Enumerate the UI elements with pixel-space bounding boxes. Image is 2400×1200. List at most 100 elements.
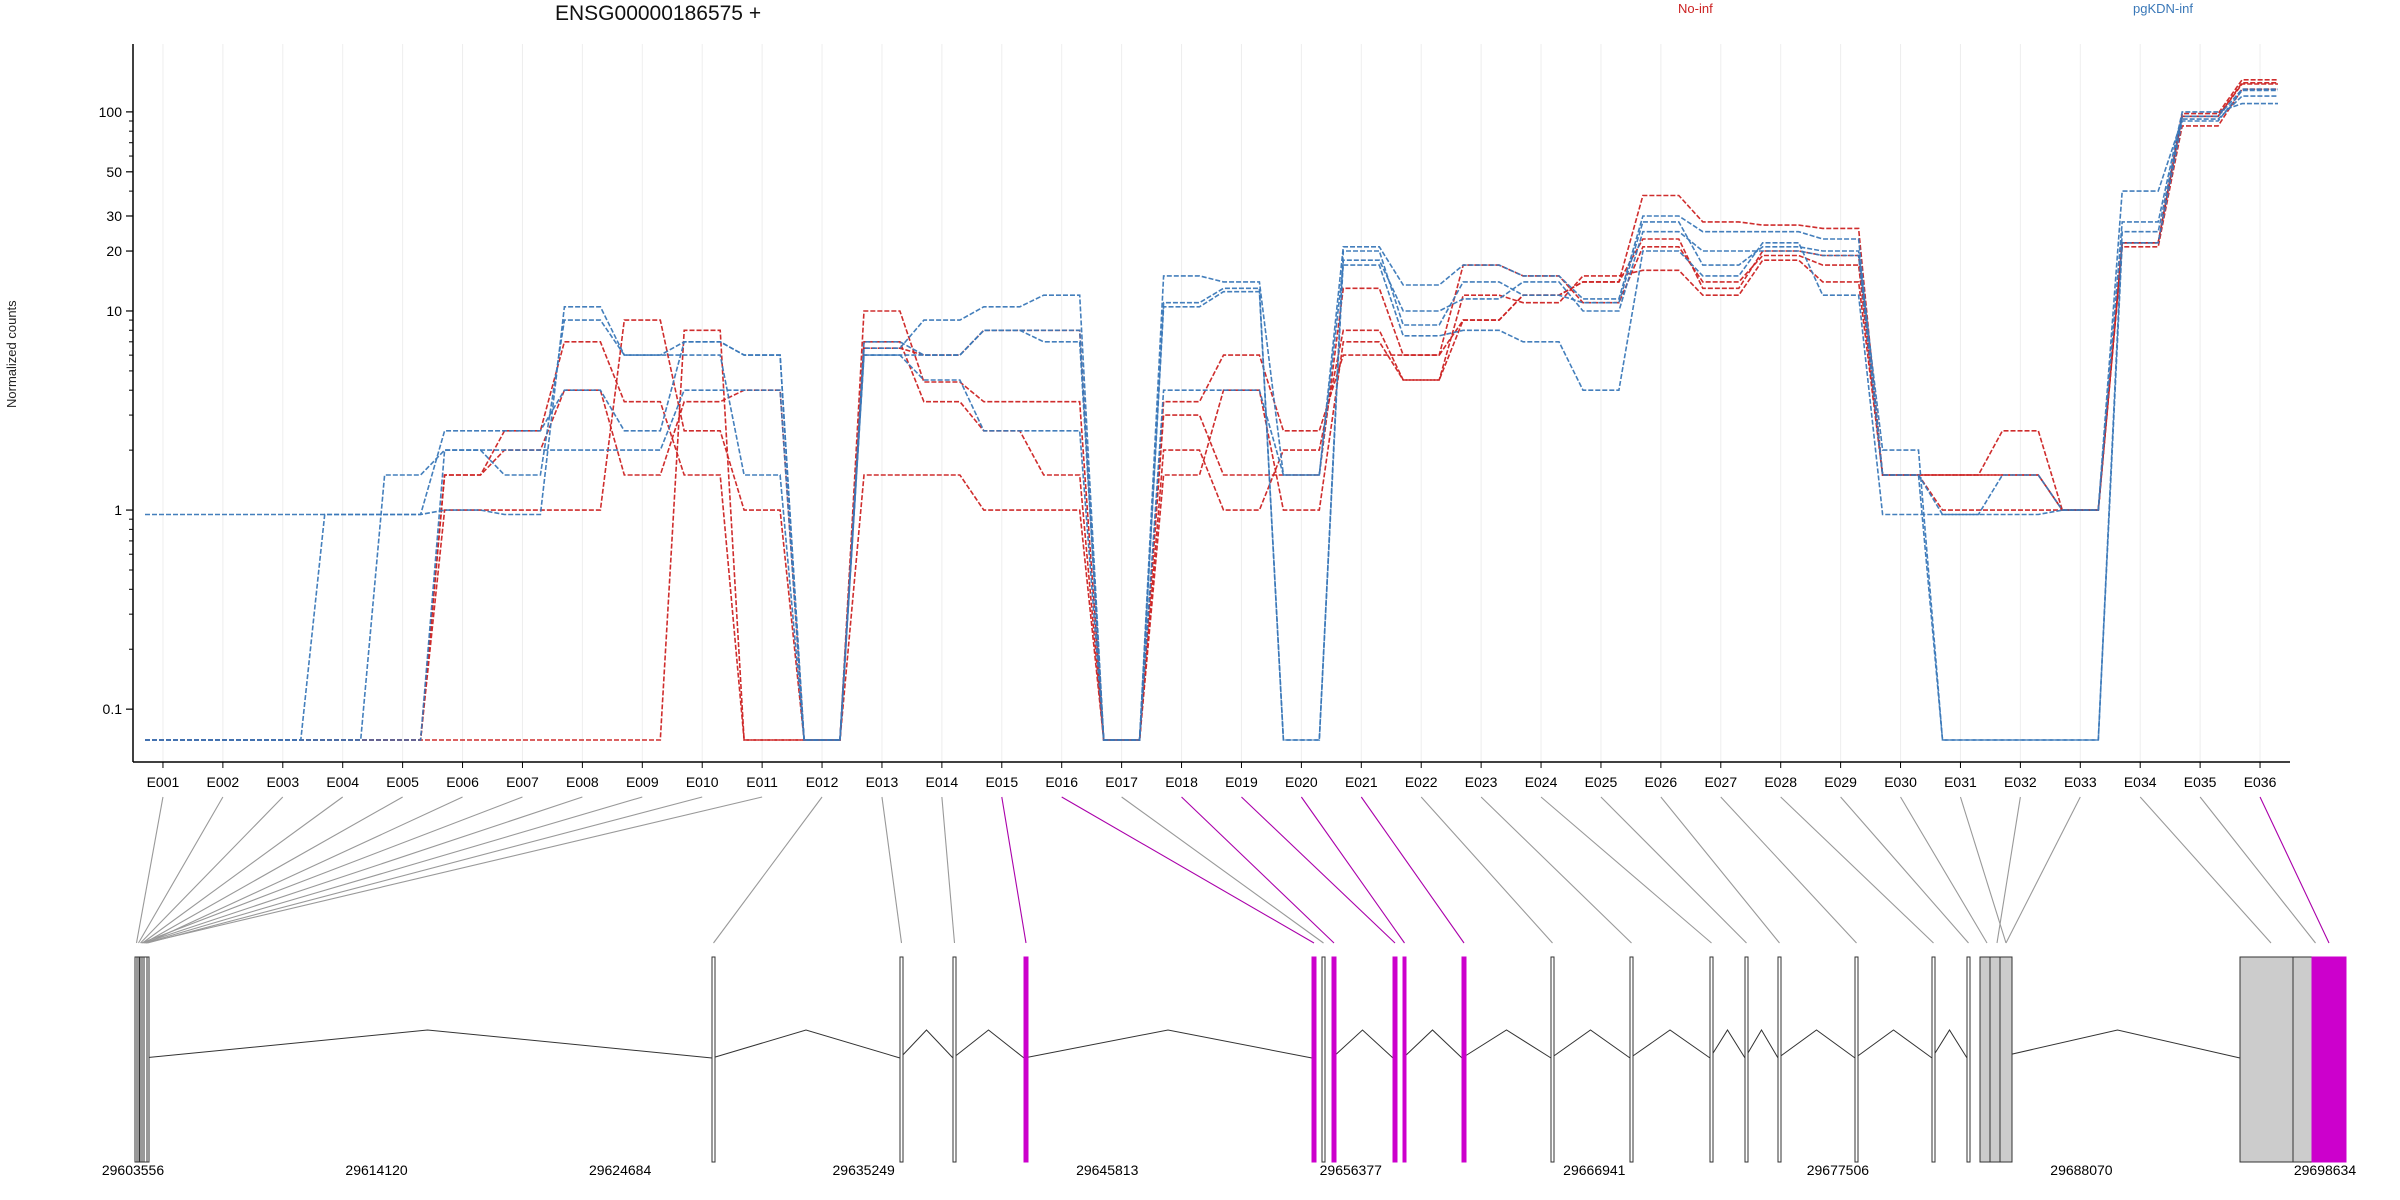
genomic-coordinate-label: 29624684 (589, 1162, 652, 1178)
x-tick-label-e008: E008 (566, 774, 599, 790)
x-tick-label-e034: E034 (2124, 774, 2157, 790)
x-tick-label-e022: E022 (1405, 774, 1438, 790)
x-tick-label-e011: E011 (746, 774, 778, 790)
exon-box-e020 (1402, 956, 1407, 1163)
series-layer (145, 79, 2278, 741)
genomic-coordinate-label: 29645813 (1076, 1162, 1139, 1178)
intron-line (1709, 1029, 1746, 1059)
intron-line (1550, 1029, 1631, 1059)
connector-e029 (1840, 796, 1969, 944)
x-tick-label-e032: E032 (2004, 774, 2037, 790)
exon-connector-layer (135, 796, 2330, 944)
x-tick-label-e031: E031 (1944, 774, 1977, 790)
intron-line (142, 1029, 713, 1059)
connector-e011 (145, 796, 763, 944)
legend-entry-pgkdn-inf: pgKDN-inf (2133, 1, 2193, 16)
connector-e023 (1480, 796, 1632, 944)
y-axis-label: Normalized counts (4, 300, 19, 408)
connector-e030 (1900, 796, 1988, 944)
exon-box-e014 (952, 956, 957, 1163)
y-tick-label: 10 (106, 303, 122, 319)
connector-e017 (1121, 796, 1324, 944)
connector-e009 (145, 796, 643, 944)
x-tick-label-e004: E004 (326, 774, 359, 790)
connector-e034 (2139, 796, 2272, 944)
legend-entry-no-inf: No-inf (1678, 1, 1713, 16)
x-tick-label-e014: E014 (926, 774, 959, 790)
intron-line (899, 1029, 954, 1059)
exon-box-e029 (1966, 956, 1971, 1163)
y-tick-label: 20 (106, 243, 122, 259)
intron-line (1777, 1029, 1856, 1059)
intron-line (711, 1029, 901, 1059)
genomic-coordinate-label: 29666941 (1563, 1162, 1626, 1178)
connector-e014 (941, 796, 956, 944)
intron-line (952, 1029, 1025, 1059)
x-tick-label-e016: E016 (1045, 774, 1078, 790)
y-tick-label: 30 (106, 208, 122, 224)
connector-e025 (1600, 796, 1747, 944)
connector-e004 (142, 796, 344, 944)
connector-e021 (1360, 796, 1465, 944)
x-tick-label-e018: E018 (1165, 774, 1198, 790)
intron-line (1744, 1029, 1779, 1059)
x-tick-label-e029: E029 (1824, 774, 1857, 790)
connector-e022 (1420, 796, 1553, 944)
x-tick-label-e027: E027 (1704, 774, 1737, 790)
series-line-pgkdn-inf-7 (145, 89, 2278, 741)
connector-e007 (141, 796, 523, 944)
connector-e001 (135, 796, 164, 944)
exon-box-e024 (1709, 956, 1714, 1163)
x-tick-label-e035: E035 (2184, 774, 2217, 790)
series-line-no-inf-4 (145, 83, 2278, 741)
connector-e008 (143, 796, 583, 944)
connector-e026 (1660, 796, 1780, 944)
genomic-coordinate-label: 29603556 (102, 1162, 165, 1178)
connector-e031 (1959, 796, 2007, 944)
x-tick-label-e028: E028 (1764, 774, 1797, 790)
exon-box-e027 (1854, 956, 1859, 1163)
exon-box-e023 (1629, 956, 1634, 1163)
genomic-coordinate-label: 29656377 (1320, 1162, 1383, 1178)
exon-box-e025 (1744, 956, 1749, 1163)
exon-box-e011 (143, 956, 148, 1163)
connector-e010 (147, 796, 703, 944)
connector-e020 (1300, 796, 1405, 944)
x-tick-label-e023: E023 (1465, 774, 1498, 790)
x-tick-label-e007: E007 (506, 774, 539, 790)
exon-box-e021 (1461, 956, 1467, 1163)
x-tick-label-e017: E017 (1105, 774, 1138, 790)
x-tick-label-e010: E010 (686, 774, 719, 790)
genomic-coordinate-label: 29698634 (2294, 1162, 2357, 1178)
genomic-coordinate-label: 29688070 (2050, 1162, 2113, 1178)
grid-layer (162, 44, 2261, 762)
connector-e002 (138, 796, 224, 944)
connector-e013 (881, 796, 903, 944)
x-tick-label-e002: E002 (207, 774, 240, 790)
x-tick-label-e019: E019 (1225, 774, 1258, 790)
exon-box-e026 (1777, 956, 1782, 1163)
series-line-pgkdn-inf-5 (145, 102, 2278, 741)
exon-box-e036 (2311, 956, 2347, 1163)
connector-e027 (1720, 796, 1857, 944)
exon-box-e033 (1999, 956, 2013, 1163)
x-tick-label-e021: E021 (1345, 774, 1378, 790)
x-tick-label-e013: E013 (866, 774, 899, 790)
chart-title: ENSG00000186575 + (555, 2, 762, 25)
connector-e036 (2259, 796, 2330, 944)
connector-e003 (140, 796, 284, 944)
connector-e016 (1061, 796, 1315, 944)
connector-e024 (1540, 796, 1712, 944)
series-line-no-inf-1 (145, 79, 2278, 741)
y-tick-label: 0.1 (103, 701, 123, 717)
genomic-coordinate-label: 29614120 (345, 1162, 408, 1178)
exon-box-e012 (711, 956, 716, 1163)
x-tick-label-e030: E030 (1884, 774, 1917, 790)
exon-box-e019 (1392, 956, 1398, 1163)
series-line-pgkdn-inf-6 (145, 88, 2278, 741)
intron-line (1402, 1029, 1463, 1059)
intron-line (1023, 1029, 1313, 1059)
x-tick-label-e024: E024 (1525, 774, 1558, 790)
series-line-pgkdn-inf-8 (145, 95, 2278, 741)
